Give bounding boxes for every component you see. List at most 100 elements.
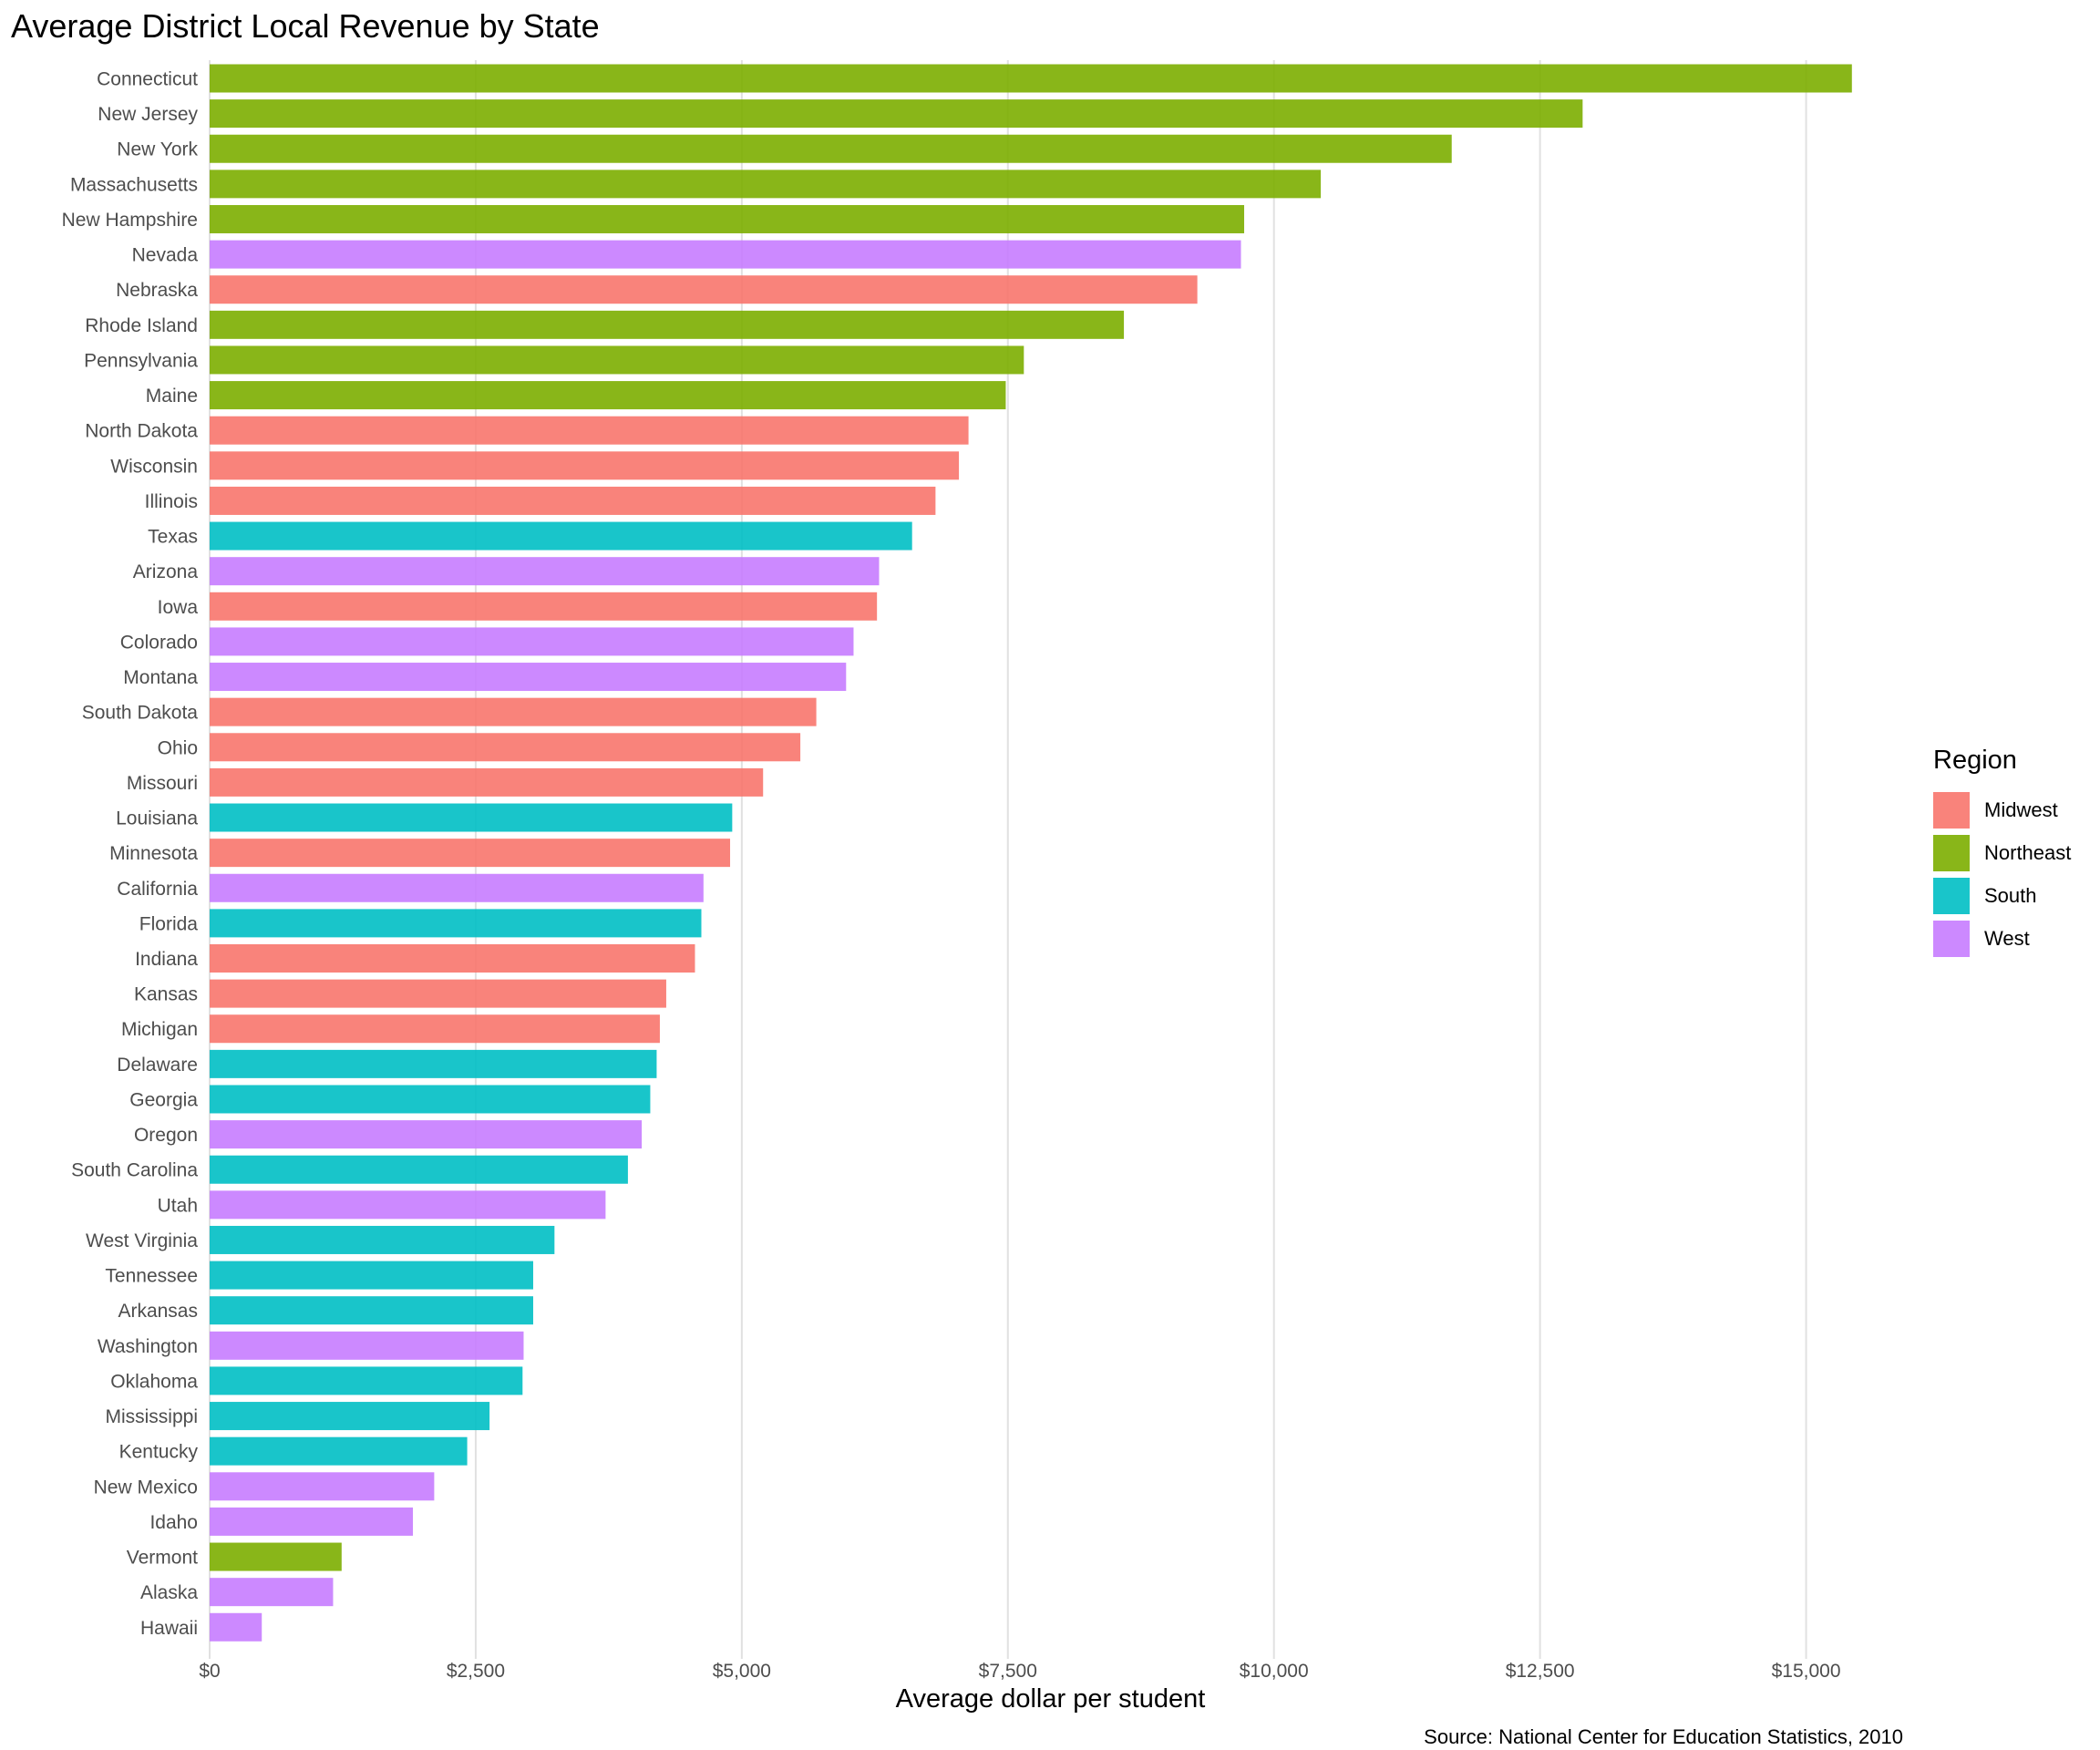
bar-south-dakota: [210, 697, 817, 726]
bar-arkansas: [210, 1296, 533, 1325]
legend-item-south: South: [1930, 874, 2071, 917]
y-tick-label-south-dakota: South Dakota: [82, 703, 199, 724]
x-axis-title: Average dollar per student: [895, 1684, 1206, 1714]
bar-minnesota: [210, 839, 731, 868]
bar-indiana: [210, 944, 695, 973]
bar-kentucky: [210, 1436, 468, 1466]
bar-arizona: [210, 557, 880, 586]
source-caption: Source: National Center for Education St…: [1424, 1725, 1903, 1748]
y-tick-label-west-virginia: West Virginia: [86, 1230, 198, 1251]
x-tick-labels: $0 $2,500 $5,000 $7,500 $10,000 $12,500 $15,00…: [199, 1661, 1840, 1682]
chart-title: Average District Local Revenue by State: [11, 7, 600, 45]
bar-mississippi: [210, 1402, 490, 1431]
bar-montana: [210, 663, 847, 692]
bar-rhode-island: [210, 310, 1125, 339]
bar-iowa: [210, 592, 878, 621]
y-tick-label-florida: Florida: [139, 913, 199, 934]
bar-alaska: [210, 1578, 334, 1607]
bar-wisconsin: [210, 451, 960, 480]
bar-georgia: [210, 1085, 651, 1114]
y-tick-label-california: California: [117, 879, 198, 900]
y-tick-label-tennessee: Tennessee: [105, 1266, 198, 1287]
x-tick-label-6: $15,000: [1772, 1661, 1841, 1682]
y-tick-label-georgia: Georgia: [129, 1089, 198, 1110]
y-tick-label-pennsylvania: Pennsylvania: [84, 350, 198, 371]
y-tick-label-mississippi: Mississippi: [105, 1406, 198, 1427]
y-tick-label-new-jersey: New Jersey: [98, 104, 198, 125]
y-tick-label-kansas: Kansas: [134, 984, 198, 1005]
y-tick-label-louisiana: Louisiana: [116, 808, 198, 829]
bar-vermont: [210, 1542, 342, 1571]
bar-michigan: [210, 1014, 660, 1044]
bar-louisiana: [210, 803, 733, 832]
legend-item-west: West: [1930, 917, 2071, 960]
y-tick-label-arkansas: Arkansas: [118, 1301, 198, 1322]
legend-label-west: West: [1984, 926, 2030, 950]
bar-missouri: [210, 767, 764, 797]
legend-swatch-midwest: [1933, 791, 1970, 829]
legend-item-northeast: Northeast: [1930, 831, 2071, 874]
bar-new-hampshire: [210, 204, 1245, 233]
bar-utah: [210, 1190, 606, 1220]
y-tick-label-ohio: Ohio: [158, 737, 198, 758]
y-tick-label-wisconsin: Wisconsin: [110, 456, 198, 477]
legend-swatch-south: [1933, 877, 1970, 914]
bar-hawaii: [210, 1612, 262, 1642]
legend: Region Midwest Northeast South West: [1930, 746, 2071, 960]
y-tick-label-alaska: Alaska: [140, 1582, 198, 1603]
legend-item-midwest: Midwest: [1930, 788, 2071, 831]
legend-title: Region: [1933, 746, 2017, 775]
legend-label-south: South: [1984, 883, 2037, 907]
y-tick-label-maine: Maine: [146, 386, 198, 407]
y-tick-label-michigan: Michigan: [121, 1019, 198, 1040]
bar-tennessee: [210, 1261, 533, 1290]
bar-delaware: [210, 1049, 657, 1078]
y-tick-label-montana: Montana: [123, 667, 198, 688]
y-tick-label-utah: Utah: [158, 1195, 198, 1216]
y-tick-label-indiana: Indiana: [135, 949, 198, 970]
bar-new-jersey: [210, 99, 1583, 129]
legend-swatch-west: [1933, 920, 1970, 957]
bar-massachusetts: [210, 170, 1322, 199]
bar-connecticut: [210, 64, 1852, 93]
bar-nevada: [210, 240, 1241, 269]
y-tick-label-colorado: Colorado: [120, 632, 198, 653]
bar-washington: [210, 1331, 524, 1360]
bar-ohio: [210, 733, 801, 762]
bar-idaho: [210, 1507, 414, 1536]
y-tick-label-new-york: New York: [117, 139, 198, 160]
bar-colorado: [210, 627, 854, 656]
bar-maine: [210, 381, 1006, 410]
y-tick-label-texas: Texas: [148, 527, 198, 548]
x-tick-label-0: $0: [199, 1661, 220, 1682]
y-tick-label-rhode-island: Rhode Island: [85, 315, 198, 336]
y-tick-label-hawaii: Hawaii: [140, 1618, 198, 1639]
bar-florida: [210, 909, 702, 938]
bars: [210, 64, 1852, 1642]
y-tick-label-washington: Washington: [98, 1336, 198, 1357]
y-tick-label-south-carolina: South Carolina: [71, 1160, 198, 1181]
y-tick-label-connecticut: Connecticut: [97, 69, 198, 90]
y-tick-label-oregon: Oregon: [134, 1125, 198, 1146]
y-tick-label-delaware: Delaware: [117, 1055, 198, 1076]
bar-oregon: [210, 1120, 643, 1149]
y-tick-label-oklahoma: Oklahoma: [110, 1371, 198, 1392]
bar-oklahoma: [210, 1366, 523, 1395]
bar-illinois: [210, 486, 936, 515]
x-tick-label-4: $10,000: [1240, 1661, 1309, 1682]
y-tick-label-idaho: Idaho: [149, 1512, 198, 1533]
bar-north-dakota: [210, 416, 969, 445]
y-tick-label-minnesota: Minnesota: [109, 843, 198, 864]
y-tick-label-massachusetts: Massachusetts: [70, 174, 198, 195]
y-tick-label-missouri: Missouri: [127, 773, 198, 794]
legend-swatch-northeast: [1933, 834, 1970, 871]
y-tick-label-kentucky: Kentucky: [119, 1442, 199, 1463]
legend-label-northeast: Northeast: [1984, 840, 2072, 864]
y-tick-label-illinois: Illinois: [145, 491, 198, 512]
y-tick-label-north-dakota: North Dakota: [85, 421, 198, 442]
bar-new-york: [210, 134, 1452, 163]
y-tick-label-nebraska: Nebraska: [116, 280, 198, 301]
bar-south-carolina: [210, 1155, 628, 1184]
